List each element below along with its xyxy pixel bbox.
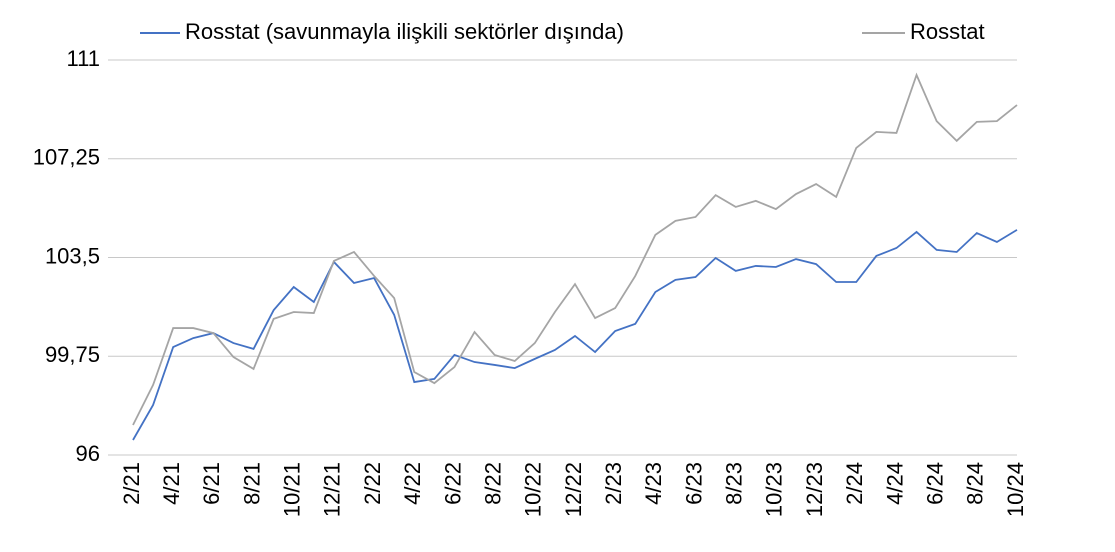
x-tick-label: 4/21 [159,462,184,505]
y-tick-label: 103,5 [45,243,100,268]
x-tick-label: 10/22 [521,462,546,517]
x-tick-label: 6/24 [922,462,947,505]
x-tick-label: 10/23 [762,462,787,517]
x-tick-label: 12/21 [320,462,345,517]
x-tick-label: 2/21 [119,462,144,505]
data-line [132,72,1018,426]
x-tick-label: 6/23 [681,462,706,505]
x-tick-label: 8/23 [722,462,747,505]
x-tick-label: 2/23 [601,462,626,505]
y-tick-label: 107,25 [33,145,100,170]
x-tick-label: 2/24 [842,462,867,505]
x-tick-label: 8/21 [239,462,264,505]
data-line [132,229,1018,441]
x-tick-label: 12/22 [561,462,586,517]
x-tick-label: 6/22 [440,462,465,505]
x-tick-label: 4/22 [400,462,425,505]
x-tick-label: 8/22 [480,462,505,505]
x-tick-label: 8/24 [963,462,988,505]
x-tick-label: 4/24 [882,462,907,505]
x-tick-label: 12/23 [802,462,827,517]
y-tick-label: 111 [67,46,100,71]
x-tick-label: 10/21 [280,462,305,517]
y-tick-label: 99,75 [45,342,100,367]
y-tick-label: 96 [76,441,100,466]
x-tick-label: 6/21 [199,462,224,505]
legend-label: Rosstat (savunmayla ilişkili sektörler d… [185,19,624,44]
x-tick-label: 2/22 [360,462,385,505]
legend-label: Rosstat [910,19,985,44]
x-tick-label: 4/23 [641,462,666,505]
x-tick-label: 10/24 [1003,462,1028,517]
